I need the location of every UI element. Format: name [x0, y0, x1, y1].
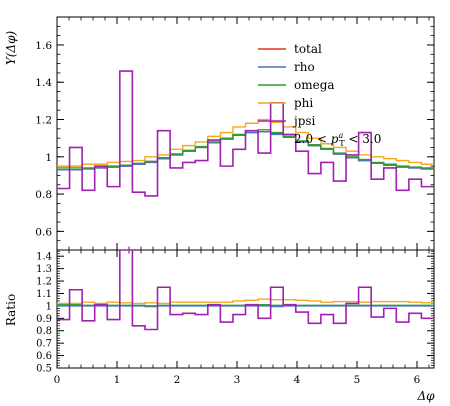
main-y-tick-label: 1 [45, 152, 52, 164]
ratio-y-tick-label: 1.3 [36, 264, 52, 275]
main-series-jpsi [57, 70, 434, 197]
legend: total rho omega phi jpsi 2.0 < pa T < 3.0 [258, 42, 381, 148]
main-y-tick-label: 1.2 [35, 115, 52, 127]
x-tick-label: 6 [414, 374, 421, 386]
ratio-y-tick-label: 0.5 [36, 364, 52, 375]
ratio-y-tick-label: 0.7 [36, 339, 52, 350]
ratio-y-tick-label: 1.4 [36, 252, 52, 263]
x-tick-label: 0 [54, 374, 61, 386]
main-series-group [57, 70, 434, 197]
main-axis-ticks: 0.6 0.8 1 1.2 1.4 1.6 [35, 16, 434, 251]
legend-label-omega: omega [294, 78, 335, 92]
x-tick-label: 5 [354, 374, 361, 386]
main-y-tick-label: 1.6 [35, 40, 52, 52]
ratio-y-tick-label: 0.9 [36, 314, 52, 325]
ratio-y-tick-label: 1.2 [36, 277, 52, 288]
legend-label-jpsi: jpsi [292, 114, 316, 128]
ratio-y-tick-label: 1 [46, 301, 52, 312]
x-tick-label: 3 [234, 374, 241, 386]
ratio-series-jpsi [57, 249, 434, 331]
x-tick-label: 4 [294, 374, 301, 386]
x-axis-title: Δφ [416, 389, 435, 403]
ratio-axis-ticks: 0.50.60.70.80.911.11.21.31.40 1 2 3 4 5 6 [36, 250, 434, 386]
x-tick-label: 2 [174, 374, 181, 386]
legend-label-total: total [294, 42, 322, 56]
ratio-y-axis-title: Ratio [4, 294, 18, 326]
legend-label-phi: phi [294, 96, 313, 110]
kinematic-range-annotation: 2.0 < pa T < 3.0 [294, 131, 381, 148]
legend-label-rho: rho [294, 60, 315, 74]
main-y-axis-title: Y(Δφ) [4, 31, 18, 66]
main-y-tick-label: 1.4 [35, 77, 52, 89]
ratio-y-tick-label: 0.8 [36, 326, 52, 337]
ratio-series-omega [57, 303, 434, 307]
ratio-y-tick-label: 0.6 [36, 351, 52, 362]
ratio-plot-frame [56, 249, 435, 369]
main-y-tick-label: 0.6 [35, 226, 52, 238]
x-tick-label: 1 [114, 374, 121, 386]
ratio-y-tick-label: 1.1 [36, 289, 52, 300]
ratio-series-phi [57, 298, 434, 305]
ratio-series-group [57, 249, 434, 331]
main-y-tick-label: 0.8 [35, 189, 52, 201]
